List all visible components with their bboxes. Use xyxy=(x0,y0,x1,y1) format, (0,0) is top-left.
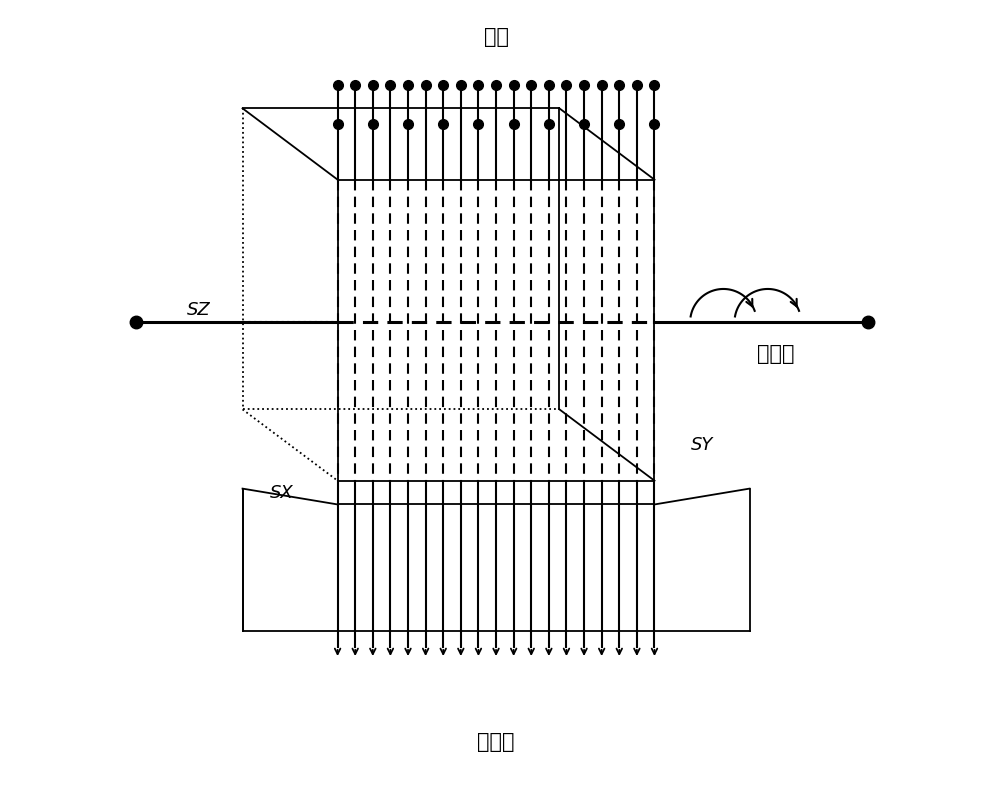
Text: 投影图: 投影图 xyxy=(477,732,515,752)
Text: 旋转轴: 旋转轴 xyxy=(757,344,795,364)
Text: SZ: SZ xyxy=(187,301,211,320)
Text: SY: SY xyxy=(691,436,713,454)
Text: 光线: 光线 xyxy=(484,27,509,47)
Text: SX: SX xyxy=(270,483,294,502)
